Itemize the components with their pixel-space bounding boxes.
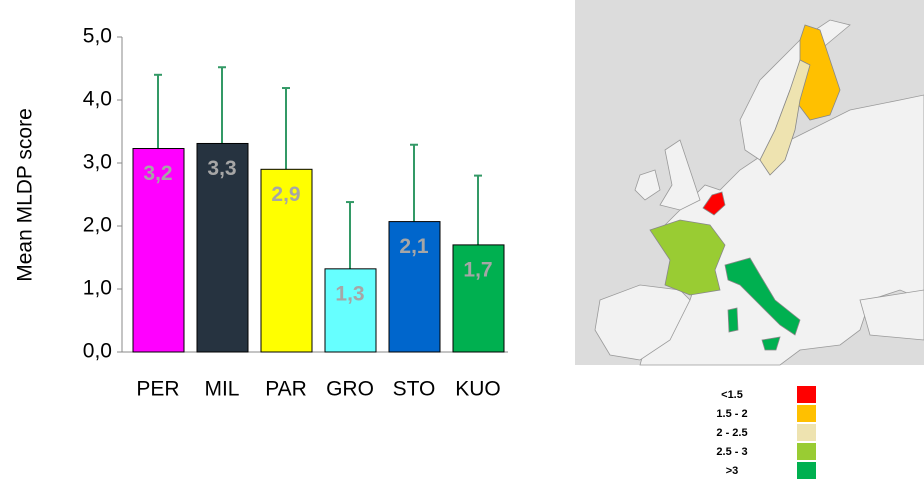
bar bbox=[196, 142, 249, 353]
bar bbox=[324, 268, 377, 353]
bar bbox=[388, 221, 441, 353]
legend-swatch bbox=[797, 462, 816, 479]
turkey bbox=[859, 289, 924, 341]
value-label: 3,3 bbox=[207, 157, 236, 180]
x-tick-label: KUO bbox=[455, 378, 501, 401]
legend-swatch bbox=[797, 443, 816, 460]
britain bbox=[659, 139, 701, 211]
legend-label: <1.5 bbox=[721, 389, 743, 401]
x-tick-label: PER bbox=[136, 378, 179, 401]
legend-swatch bbox=[797, 405, 816, 422]
value-label: 1,3 bbox=[335, 282, 364, 305]
x-tick-label: PAR bbox=[265, 378, 307, 401]
y-tick-label: 3,0 bbox=[83, 151, 112, 174]
netherlands bbox=[702, 191, 726, 216]
france bbox=[649, 219, 726, 296]
value-label: 2,9 bbox=[271, 183, 300, 206]
y-axis-label: Mean MLDP score bbox=[14, 108, 37, 282]
sweden bbox=[759, 59, 811, 176]
bar bbox=[132, 148, 185, 353]
y-tick-label: 4,0 bbox=[83, 88, 112, 111]
bar bbox=[260, 168, 313, 353]
legend-label: >3 bbox=[726, 465, 739, 477]
legend-label: 2 - 2.5 bbox=[716, 427, 747, 439]
map bbox=[575, 0, 924, 366]
sardinia bbox=[727, 307, 739, 333]
iberia bbox=[594, 284, 691, 361]
legend-label: 2.5 - 3 bbox=[716, 446, 747, 458]
x-tick-label: STO bbox=[393, 378, 436, 401]
sicily bbox=[761, 336, 781, 351]
legend-label: 1.5 - 2 bbox=[716, 408, 747, 420]
x-tick-label: GRO bbox=[326, 378, 374, 401]
y-tick-label: 1,0 bbox=[83, 277, 112, 300]
value-label: 1,7 bbox=[463, 258, 492, 281]
x-tick-label: MIL bbox=[204, 378, 239, 401]
legend-swatch bbox=[797, 424, 816, 441]
y-tick-label: 5,0 bbox=[83, 25, 112, 48]
y-tick-label: 2,0 bbox=[83, 214, 112, 237]
ireland bbox=[634, 169, 661, 201]
italy bbox=[724, 257, 801, 336]
y-tick-label: 0,0 bbox=[83, 340, 112, 363]
bar bbox=[452, 244, 505, 353]
legend-swatch bbox=[797, 386, 816, 403]
value-label: 2,1 bbox=[399, 235, 429, 258]
value-label: 3,2 bbox=[143, 162, 172, 185]
